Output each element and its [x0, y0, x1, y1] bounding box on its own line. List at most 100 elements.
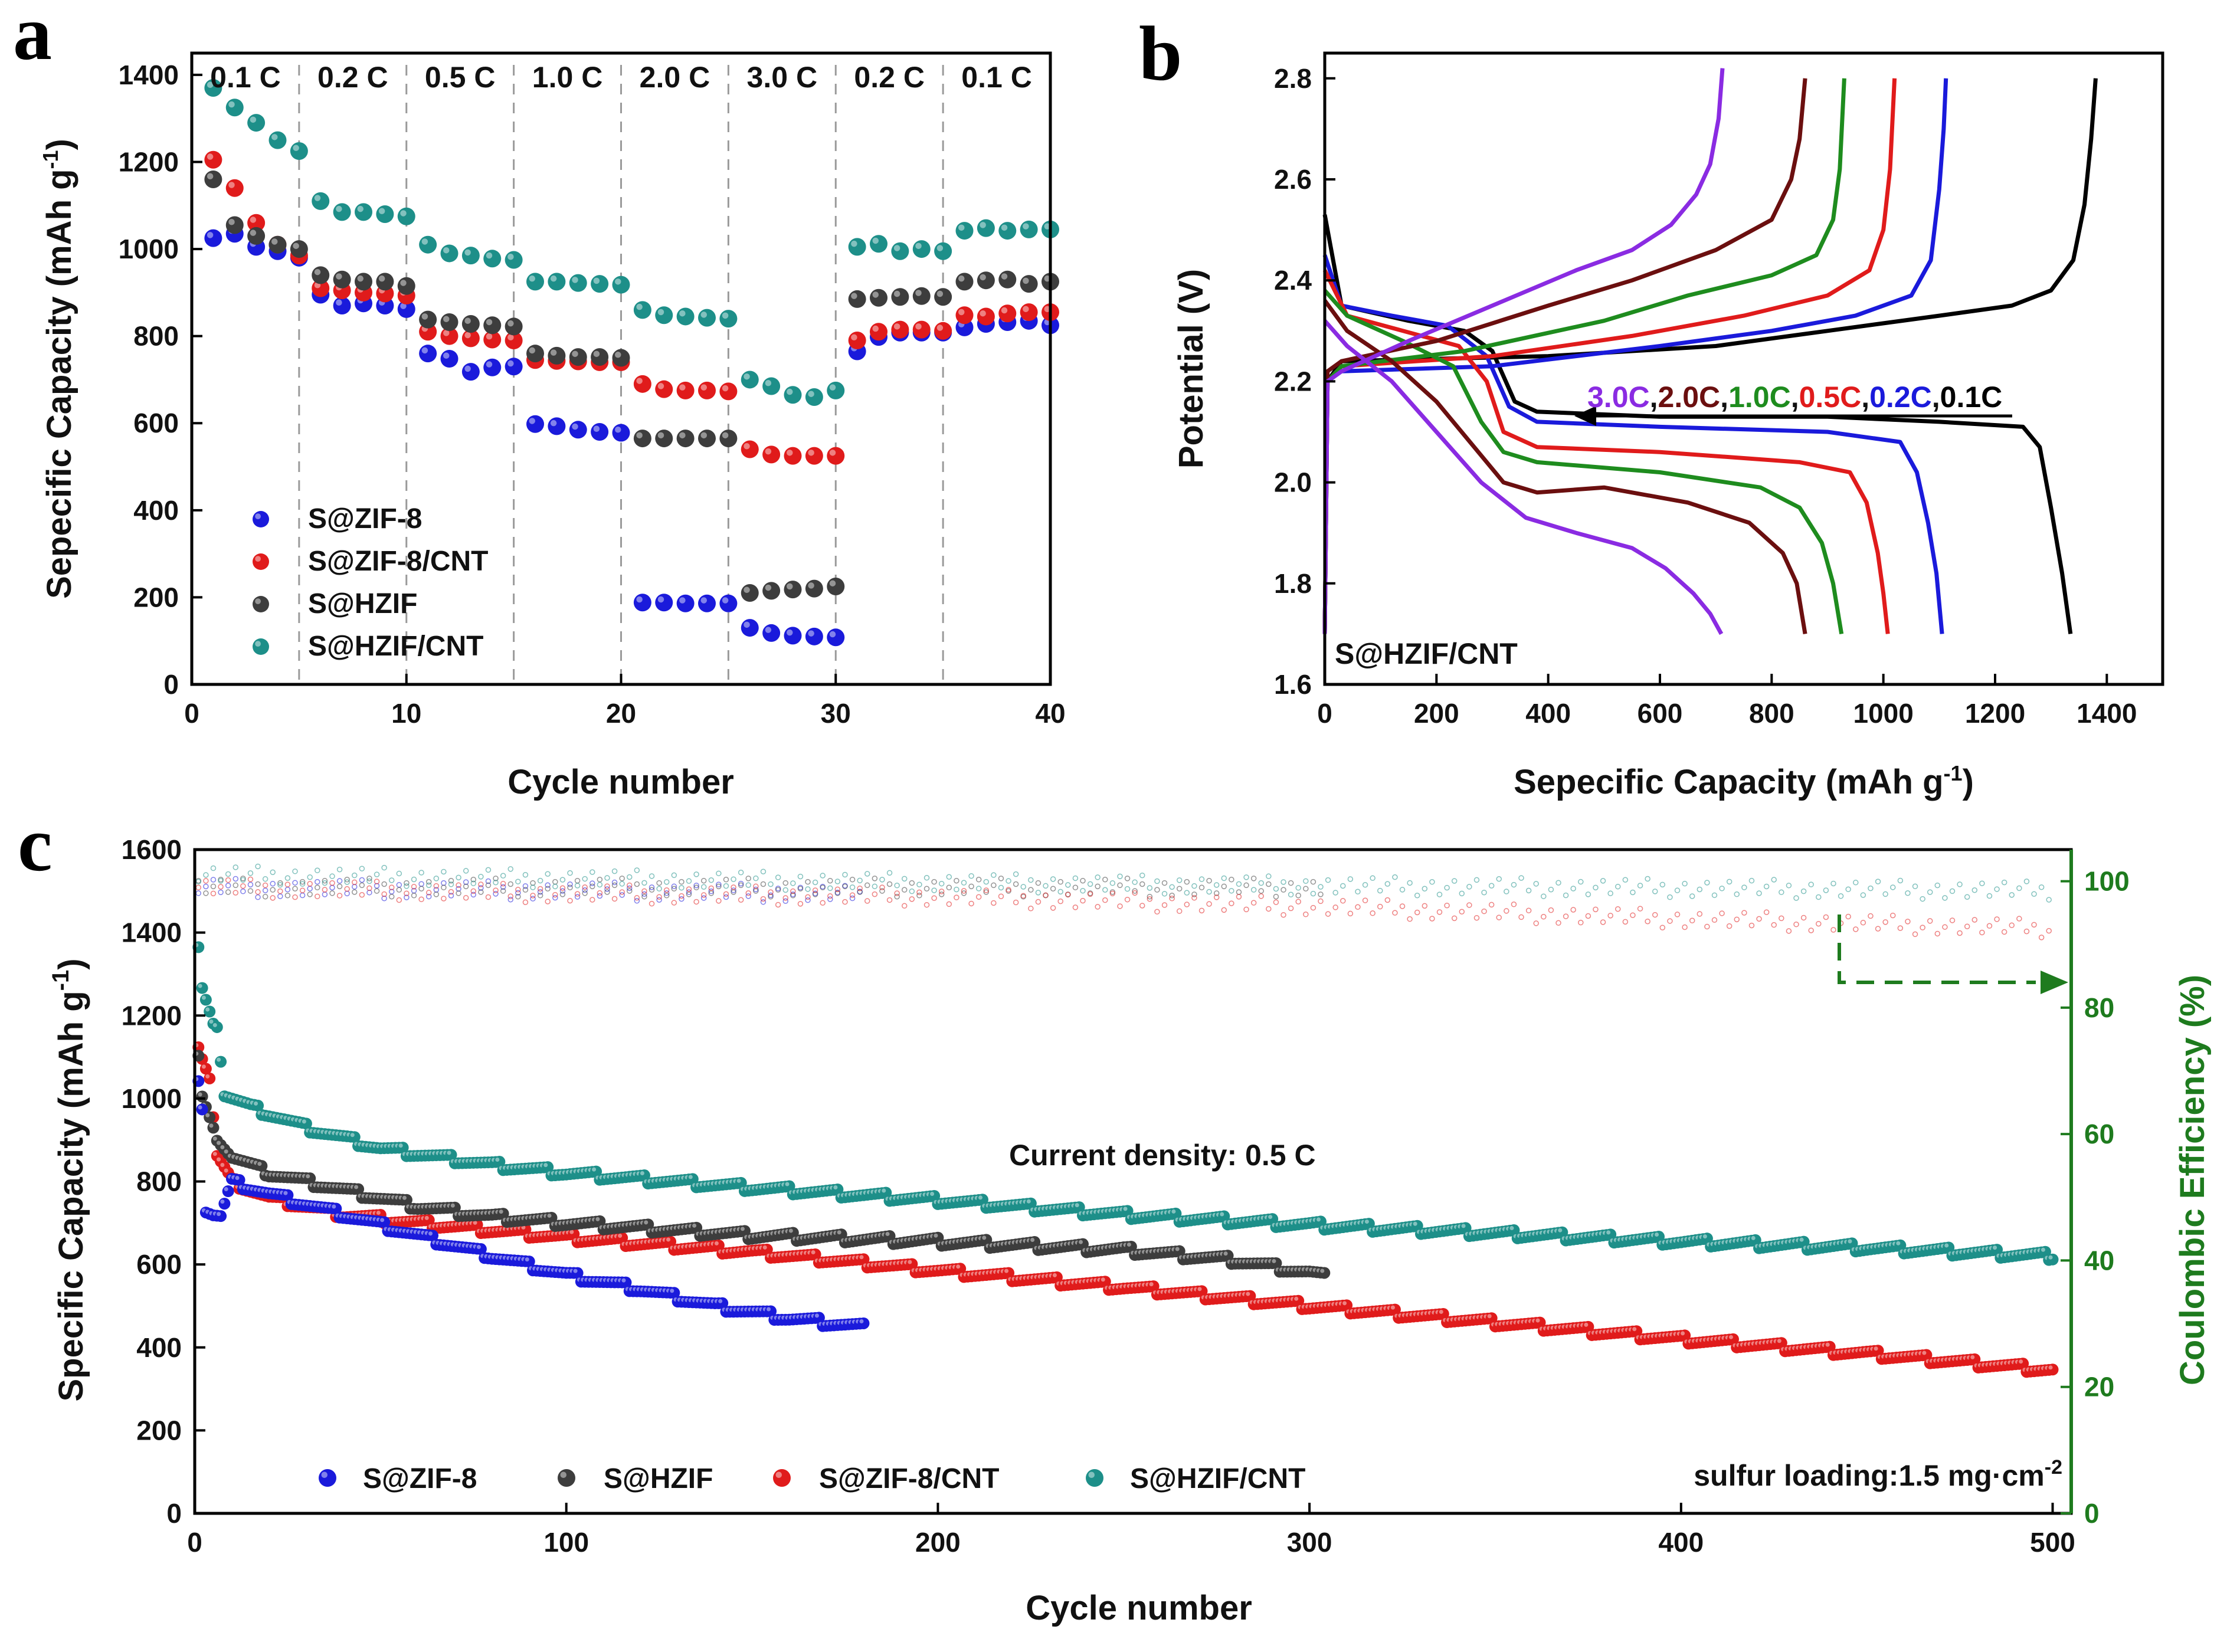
c-ce-point-2-377	[1593, 906, 1599, 913]
b-rate-sep-0: ,	[1650, 381, 1658, 414]
b-curve-3.0C-charge	[1322, 68, 1725, 634]
a-point-0-14-highlight	[507, 360, 514, 367]
a-point-0-16-highlight	[550, 419, 557, 427]
c-point-0-9	[222, 1185, 234, 1198]
c-ce-point-3-377	[1593, 884, 1599, 891]
a-point-3-13-highlight	[486, 252, 493, 259]
c-ce-point-2-255	[1139, 903, 1145, 909]
a-point-3-27-highlight	[787, 388, 793, 395]
c-ce-point-2-499	[2046, 927, 2052, 934]
c-ce-point-0-85	[507, 896, 513, 903]
c-legend-marker-3-highlight	[1088, 1471, 1095, 1478]
c-point-1-70-highlight	[450, 1203, 455, 1208]
a-rate-labels: 0.1 C 0.2 C 0.5 C 1.0 C 2.0 C 3.0 C 0.2 C 0.1 C	[210, 61, 1032, 94]
c-ce-point-2-233	[1057, 898, 1063, 904]
c-ce-point-3-159	[782, 887, 788, 893]
c-point-2-50-highlight	[376, 1211, 381, 1215]
c-ce-point-2-247	[1109, 890, 1116, 897]
c-ce-point-2-435	[1808, 927, 1814, 933]
c-ce-point-3-199	[931, 887, 937, 893]
c-ce-point-2-135	[693, 899, 699, 905]
c-ce-point-1-135	[693, 884, 699, 891]
c-point-0-25	[281, 1189, 294, 1201]
chart-c: 0 100 200 300 400 500020040060080010001200140…	[48, 834, 2212, 1627]
c-ce-point-1-123	[649, 887, 655, 893]
a-point-3-20-highlight	[636, 303, 643, 310]
a-point-1-29	[827, 447, 845, 465]
a-rate-label-4: 2.0 C	[640, 61, 710, 94]
c-ce-point-1-187	[886, 881, 893, 887]
c-ce-point-0-113	[611, 879, 618, 886]
c-ce-point-1-259	[1154, 887, 1160, 893]
c-ce-point-1-97	[552, 879, 558, 885]
c-ce-point-2-125	[656, 894, 662, 900]
c-ce-point-2-1	[195, 884, 202, 891]
a-legend-marker-0	[253, 511, 269, 527]
c-ce-point-3-433	[1800, 888, 1807, 894]
c-point-3-4	[204, 1005, 216, 1018]
c-ce-point-2-237	[1072, 904, 1079, 910]
a-point-3-13	[483, 250, 502, 268]
a-point-3-30	[848, 238, 866, 256]
c-ce-point-2-431	[1793, 921, 1799, 927]
c-ce-point-2-259	[1154, 909, 1160, 915]
c-ce-point-1-203	[946, 884, 952, 891]
c-ce-point-2-29	[299, 887, 306, 893]
c-point-3-7-highlight	[217, 1057, 221, 1062]
c-point-0-51-highlight	[380, 1218, 385, 1222]
c-ce-point-2-97	[552, 891, 558, 898]
a-point-0-17	[569, 421, 587, 439]
c-point-2-414-highlight	[1728, 1335, 1733, 1339]
c-ce-point-3-101	[567, 870, 573, 876]
a-point-2-15	[526, 345, 544, 363]
c-ce-point-2-63	[425, 890, 432, 896]
c-ce-point-3-389	[1637, 883, 1643, 889]
c-xtick-label-4: 400	[1658, 1527, 1704, 1558]
c-ce-point-3-263	[1169, 884, 1175, 890]
c-ce-point-3-215	[991, 872, 997, 878]
a-legend-label-3: S@HZIF/CNT	[308, 631, 483, 662]
a-point-0-18-highlight	[593, 425, 600, 432]
c-ce-point-3-425	[1771, 877, 1777, 883]
c-ce-point-3-379	[1600, 878, 1606, 884]
c-point-3-303-highlight	[1316, 1217, 1321, 1222]
c-ce-point-2-389	[1637, 906, 1643, 912]
c-ce-point-1-65	[433, 891, 440, 897]
c-ce-point-1-213	[983, 889, 990, 895]
c-ce-point-2-39	[336, 893, 343, 899]
a-point-3-7-highlight	[357, 205, 363, 212]
c-ce-point-1-29	[299, 879, 306, 885]
c-ce-point-2-87	[515, 887, 521, 893]
c-ce-point-3-477	[1964, 894, 1970, 900]
c-ce-point-3-179	[857, 877, 863, 884]
c-ce-point-1-285	[1250, 876, 1257, 881]
c-point-3-264-highlight	[1171, 1209, 1176, 1214]
c-ce-point-3-293	[1280, 879, 1286, 885]
c-ce-point-1-3	[203, 890, 209, 896]
a-point-2-19	[612, 349, 630, 367]
c-ce-point-3-269	[1191, 883, 1197, 889]
c-ce-point-2-59	[411, 884, 417, 890]
c-ce-point-2-159	[782, 895, 788, 901]
a-point-2-38	[1020, 275, 1038, 293]
c-ce-point-0-87	[515, 890, 521, 896]
c-point-1-2-highlight	[198, 1092, 202, 1097]
c-ce-point-3-191	[901, 876, 908, 882]
c-ce-point-2-199	[931, 895, 937, 901]
c-ce-point-3-311	[1347, 876, 1354, 882]
c-ce-point-2-211	[975, 894, 982, 900]
c-ce-point-1-279	[1229, 877, 1234, 883]
c-ce-point-3-17	[255, 863, 261, 870]
b-plot-frame	[1323, 51, 2164, 686]
a-point-0-18	[591, 423, 609, 441]
c-ce-point-1-287	[1258, 888, 1264, 894]
a-point-3-30-highlight	[851, 240, 857, 247]
a-rate-label-5: 3.0 C	[747, 61, 818, 94]
a-point-3-37-highlight	[1001, 224, 1008, 231]
a-point-0-29	[827, 628, 845, 647]
c-ce-point-3-219	[1006, 878, 1011, 884]
a-point-1-38-highlight	[1023, 306, 1029, 313]
a-point-2-33-highlight	[915, 290, 922, 296]
c-ce-point-3-233	[1057, 889, 1063, 895]
